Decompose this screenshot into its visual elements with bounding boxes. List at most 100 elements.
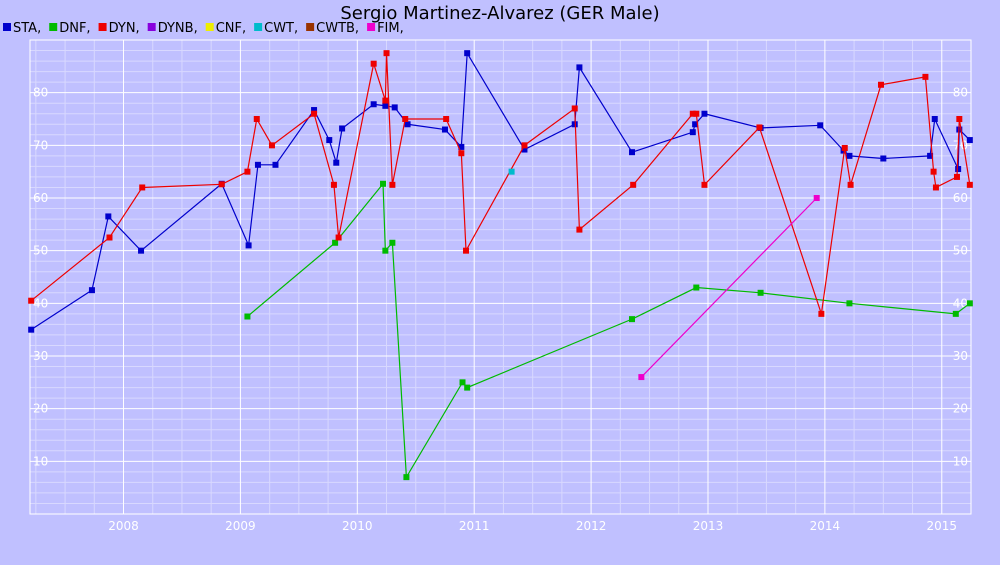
- data-point-dnf: [757, 289, 764, 296]
- data-point-dyn: [402, 116, 409, 122]
- series-line-dyn: [30, 53, 971, 315]
- data-point-dyn: [218, 181, 225, 188]
- series-dnf: [244, 180, 973, 481]
- legend: STA, DNF, DYN, DYNB, CNF, CWT, CWTB, FIM,: [3, 21, 404, 36]
- data-point-dyn: [571, 105, 578, 112]
- x-tick-label: 2015: [927, 519, 958, 533]
- data-point-dyn: [106, 234, 113, 241]
- data-point-dyn: [956, 116, 963, 122]
- major-gridlines: [30, 40, 971, 514]
- y-tick-label-right: 20: [953, 402, 968, 416]
- data-point-dnf: [966, 300, 973, 307]
- y-tick-label-right: 40: [953, 296, 968, 310]
- y-tick-label-right: 80: [953, 86, 968, 100]
- data-point-dnf: [952, 310, 959, 317]
- data-point-dyn: [253, 116, 260, 122]
- data-point-sta: [880, 155, 887, 162]
- data-point-dyn: [756, 124, 763, 131]
- data-point-dyn: [689, 110, 696, 117]
- data-point-dyn: [930, 168, 937, 175]
- x-tick-label: 2014: [810, 519, 841, 533]
- legend-swatch: [3, 23, 11, 31]
- y-tick-label-left: 60: [33, 191, 48, 205]
- data-point-sta: [272, 161, 279, 168]
- legend-label: DYN,: [109, 21, 140, 36]
- data-point-dyn: [847, 181, 854, 188]
- data-point-sta: [382, 102, 389, 109]
- legend-label: CWT,: [264, 21, 298, 36]
- data-point-dnf: [244, 313, 251, 320]
- data-point-dyn: [922, 73, 929, 80]
- data-point-dyn: [28, 297, 35, 304]
- data-point-dnf: [629, 316, 636, 323]
- x-tick-label: 2012: [576, 519, 607, 533]
- data-point-sta: [817, 122, 824, 129]
- data-point-sta: [931, 116, 938, 122]
- data-point-dyn: [966, 181, 973, 188]
- data-point-sta: [521, 146, 528, 153]
- data-point-sta: [391, 104, 398, 111]
- data-point-dnf: [382, 247, 389, 254]
- data-point-dyn: [244, 168, 251, 175]
- legend-label: DYNB,: [158, 21, 198, 36]
- data-point-sta: [927, 152, 934, 159]
- data-point-sta: [370, 101, 377, 108]
- data-point-sta: [464, 50, 471, 57]
- legend-swatch: [205, 23, 214, 31]
- series-fim: [638, 195, 820, 381]
- series-line-dnf: [247, 182, 971, 480]
- legend-label: FIM,: [377, 21, 404, 36]
- data-point-sta: [311, 107, 318, 114]
- x-tick-label: 2011: [459, 519, 490, 533]
- data-point-fim: [638, 374, 645, 381]
- y-tick-label-left: 80: [33, 86, 48, 100]
- data-point-fim: [813, 195, 820, 201]
- minor-gridlines: [30, 40, 971, 514]
- tick-labels: 10 10 20 20 30 30 40 40 50 50 60 60 70 70 80 80 2008 2009…: [33, 86, 968, 533]
- data-point-dyn: [818, 310, 825, 317]
- y-tick-label-left: 40: [33, 296, 48, 310]
- data-point-dyn: [932, 184, 939, 191]
- legend-swatch: [49, 23, 58, 31]
- data-point-dyn: [701, 181, 708, 188]
- y-tick-label-left: 70: [33, 138, 48, 152]
- data-point-dyn: [311, 110, 318, 117]
- x-tick-label: 2008: [108, 519, 139, 533]
- data-point-dyn: [458, 150, 465, 157]
- data-point-sta: [326, 137, 333, 144]
- data-point-dyn: [630, 181, 637, 188]
- data-point-sta: [404, 121, 411, 128]
- data-point-dyn: [953, 173, 960, 180]
- data-point-sta: [254, 161, 261, 168]
- legend-label: CNF,: [216, 21, 246, 36]
- data-point-sta: [458, 143, 465, 150]
- data-point-dyn: [877, 81, 884, 88]
- data-point-sta: [245, 242, 252, 249]
- data-point-dnf: [464, 384, 471, 391]
- data-point-dnf: [846, 300, 853, 307]
- data-point-dnf: [459, 379, 466, 386]
- data-point-dnf: [403, 474, 410, 481]
- y-tick-label-right: 50: [953, 244, 968, 258]
- data-point-dyn: [370, 60, 377, 67]
- data-point-dyn: [463, 247, 470, 254]
- data-point-dyn: [693, 110, 700, 117]
- data-point-sta: [441, 126, 448, 133]
- data-point-cwt: [508, 168, 515, 175]
- chart-title: Sergio Martinez-Alvarez (GER Male): [340, 3, 659, 24]
- y-tick-label-left: 20: [33, 402, 48, 416]
- data-point-sta: [105, 213, 112, 220]
- data-point-dyn: [382, 97, 389, 104]
- legend-label: STA,: [13, 21, 41, 36]
- legend-swatch: [367, 23, 376, 31]
- legend-swatch: [98, 23, 107, 31]
- data-point-dyn: [335, 234, 342, 241]
- data-point-dyn: [139, 184, 146, 191]
- data-point-sta: [571, 121, 578, 128]
- data-point-dyn: [841, 144, 848, 151]
- data-point-sta: [689, 129, 696, 136]
- data-point-dnf: [389, 239, 396, 246]
- data-point-sta: [701, 110, 708, 117]
- y-tick-label-left: 50: [33, 244, 48, 258]
- y-tick-label-right: 30: [953, 349, 968, 363]
